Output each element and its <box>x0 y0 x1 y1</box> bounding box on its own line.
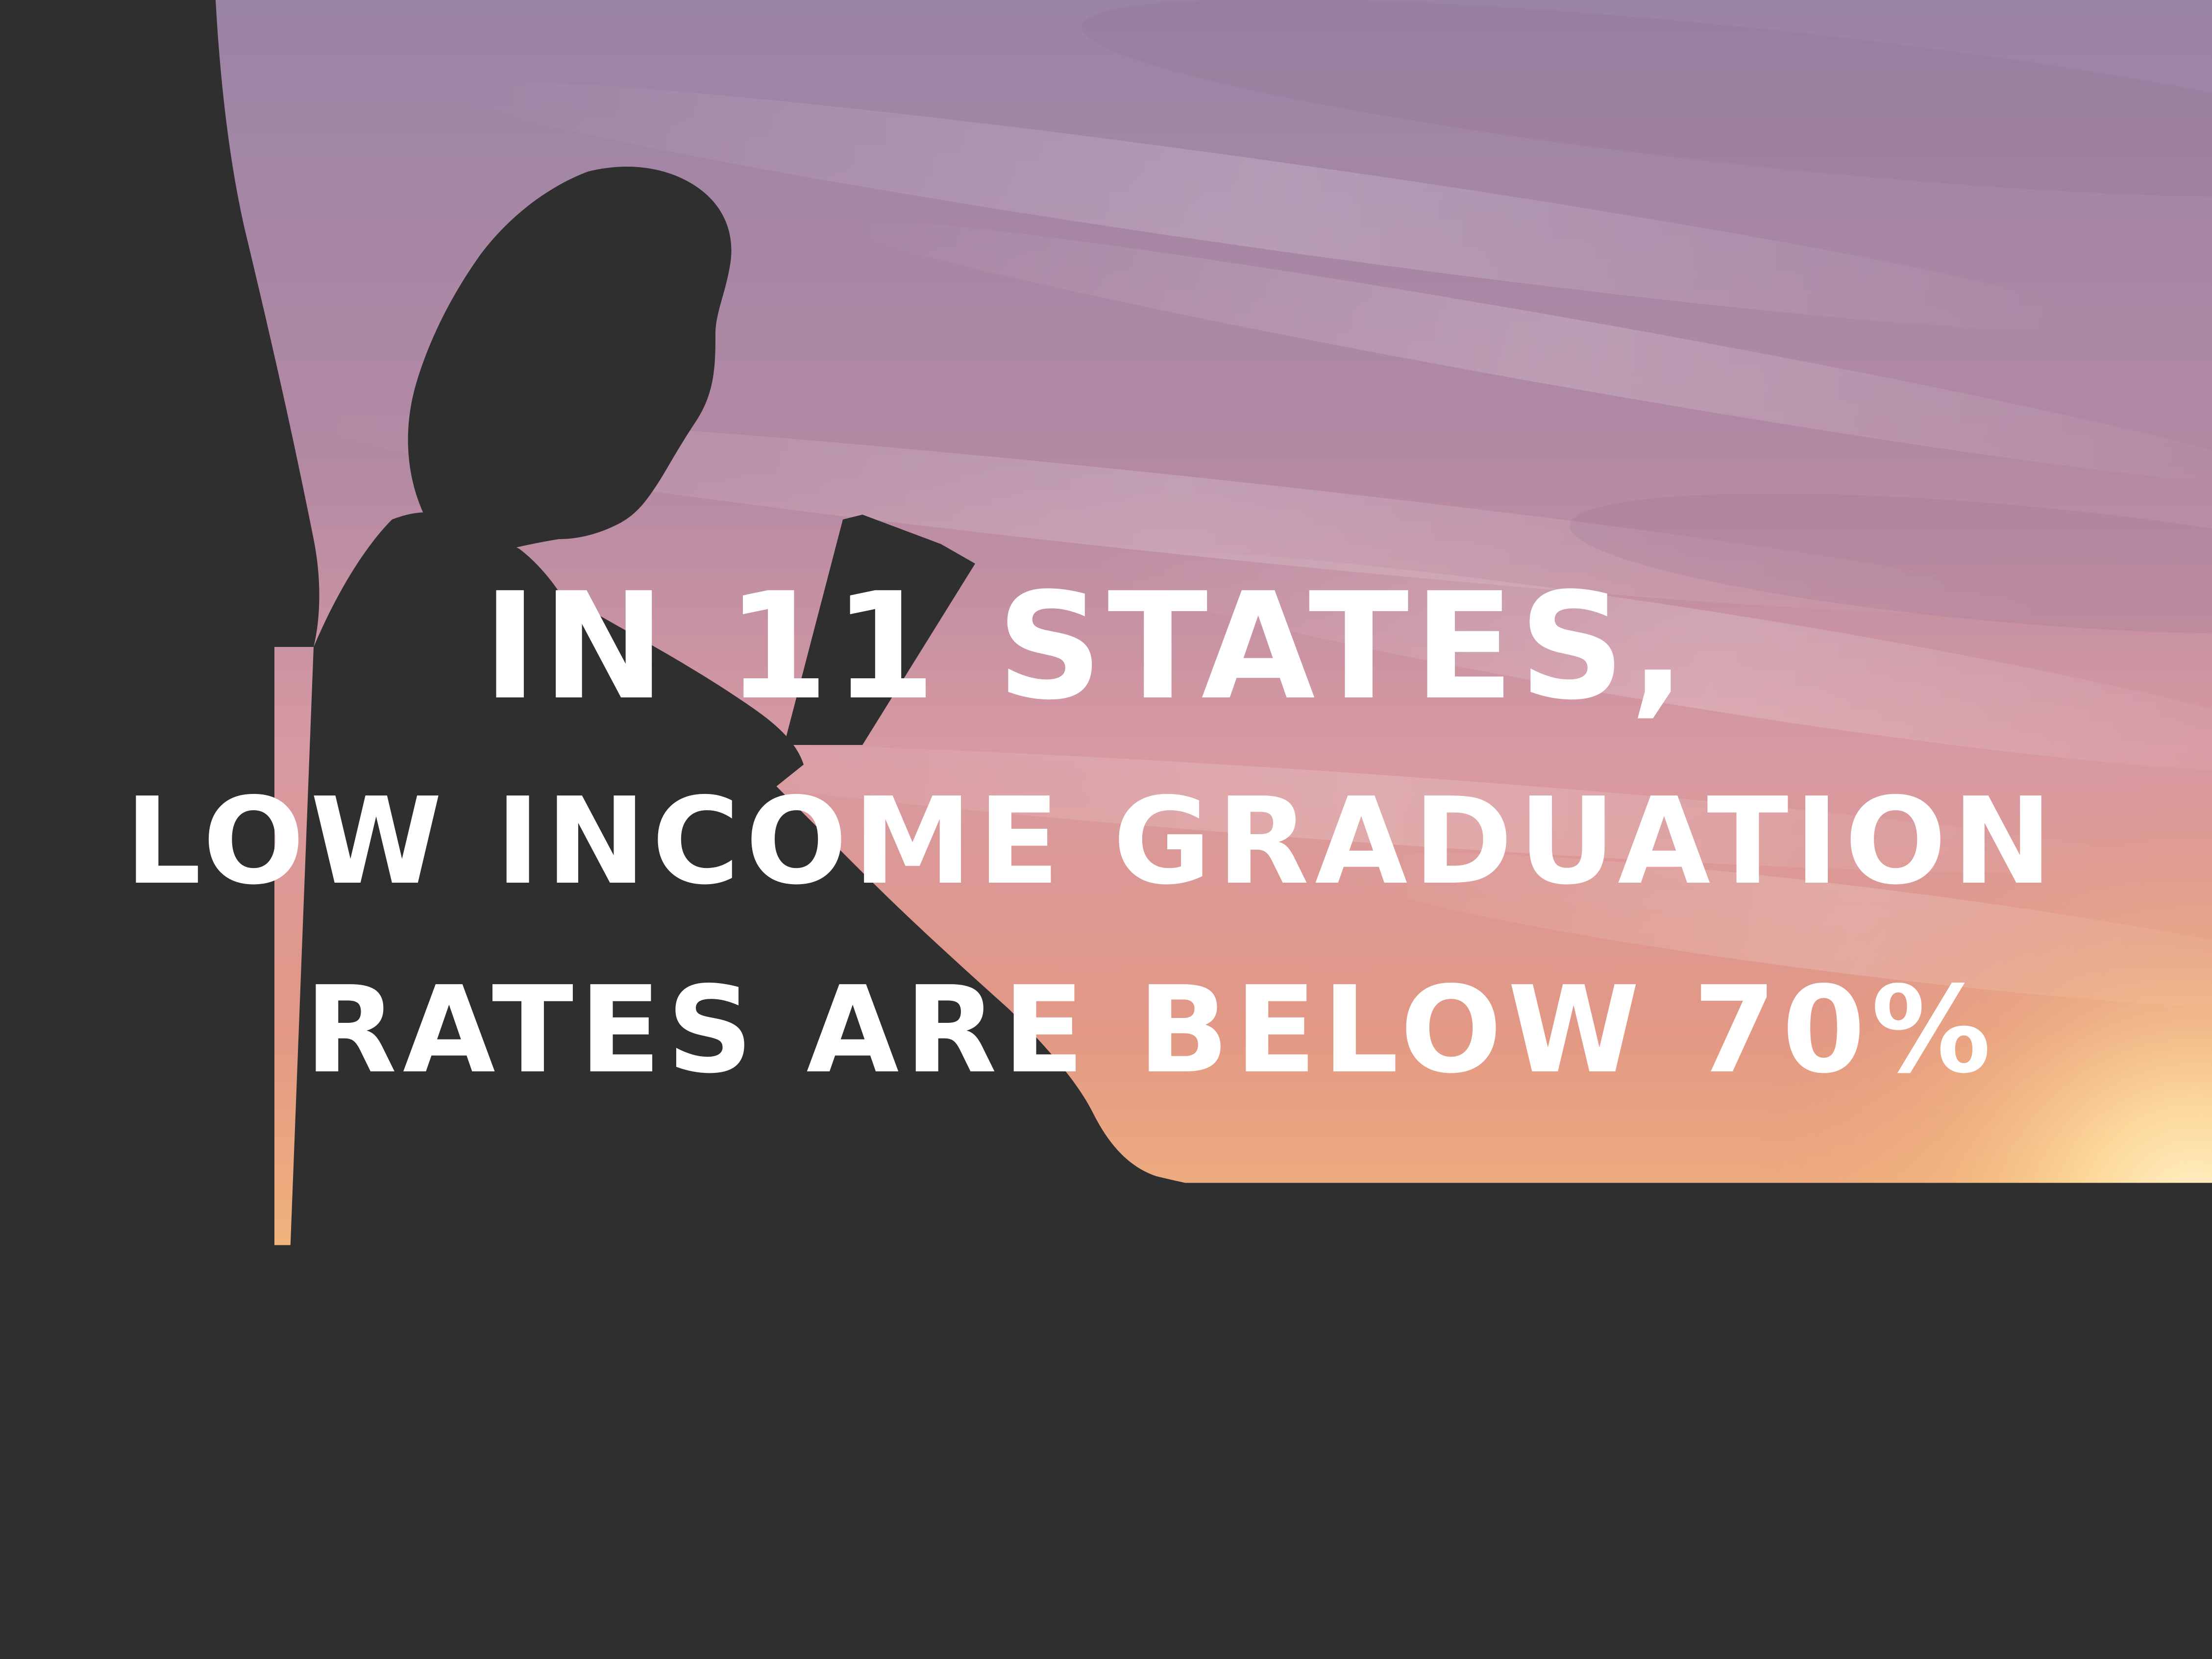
headline-line-3: RATES ARE BELOW 70% <box>305 970 1997 1090</box>
headline-line-2: LOW INCOME GRADUATION <box>125 782 2058 901</box>
headline-line-1: IN 11 STATES, <box>483 573 1691 720</box>
child-head <box>408 167 732 554</box>
